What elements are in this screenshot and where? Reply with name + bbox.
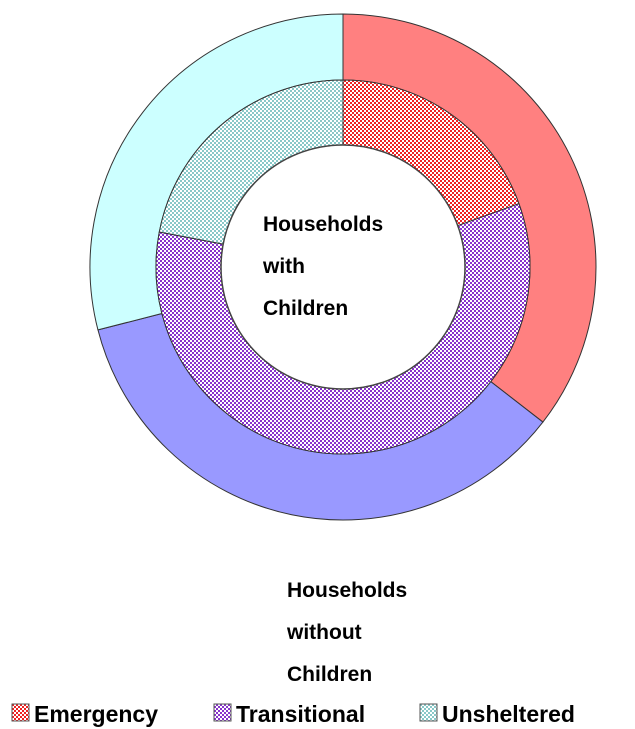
inner-ring-label-line-3: Children [263, 297, 348, 320]
outer-ring-label: Households without Children [286, 579, 413, 686]
outer-ring-label-line-1: Households [287, 579, 407, 602]
inner-ring-label-line-2: with [262, 255, 305, 278]
outer-ring-label-line-3: Children [287, 663, 372, 686]
inner-ring-label-line-1: Households [263, 213, 383, 236]
legend-label-unsheltered: Unsheltered [442, 701, 575, 727]
legend-label-transitional: Transitional [236, 701, 365, 727]
legend-swatch-transitional [213, 703, 232, 722]
legend-item-transitional: Transitional [213, 701, 365, 727]
legend: Emergency Transitional Unsheltered [11, 701, 575, 727]
legend-swatch-unsheltered [419, 703, 438, 722]
legend-item-unsheltered: Unsheltered [419, 701, 575, 727]
legend-swatch-emergency [11, 703, 30, 722]
donut-hole [220, 144, 466, 390]
outer-ring-label-line-2: without [286, 621, 362, 644]
legend-item-emergency: Emergency [11, 701, 158, 727]
inner-ring-households-with-children [155, 79, 531, 455]
legend-label-emergency: Emergency [34, 701, 158, 727]
inner-ring-label: Households with Children [262, 213, 389, 320]
